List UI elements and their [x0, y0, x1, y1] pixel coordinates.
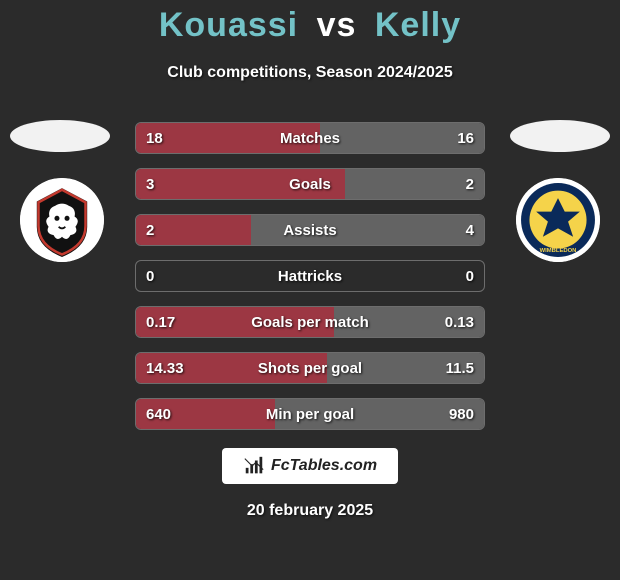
- stat-label: Shots per goal: [136, 353, 484, 383]
- title-vs: vs: [317, 6, 357, 44]
- stat-row: 00Hattricks: [135, 260, 485, 292]
- stat-row: 1816Matches: [135, 122, 485, 154]
- stat-label: Matches: [136, 123, 484, 153]
- shield-lion-icon: [20, 178, 104, 262]
- title-player2: Kelly: [375, 6, 461, 44]
- page-title: Kouassi vs Kelly: [0, 6, 620, 45]
- player2-club-logo: AFC WIMBLEDON: [516, 178, 600, 262]
- stats-rows: 1816Matches 32Goals 24Assists 00Hattricks 0.…: [135, 122, 485, 444]
- stat-row: 24Assists: [135, 214, 485, 246]
- svg-text:WIMBLEDON: WIMBLEDON: [540, 248, 577, 254]
- stat-row: 0.170.13Goals per match: [135, 306, 485, 338]
- stat-row: 640980Min per goal: [135, 398, 485, 430]
- date-text: 20 february 2025: [0, 502, 620, 520]
- stat-label: Goals per match: [136, 307, 484, 337]
- stat-label: Assists: [136, 215, 484, 245]
- svg-text:AFC: AFC: [551, 191, 565, 198]
- stat-label: Hattricks: [136, 261, 484, 291]
- player1-club-logo: [20, 178, 104, 262]
- player1-photo-placeholder: [10, 120, 110, 152]
- subtitle: Club competitions, Season 2024/2025: [0, 64, 620, 82]
- afc-wimbledon-icon: AFC WIMBLEDON: [516, 178, 600, 262]
- branding-text: FcTables.com: [271, 457, 377, 475]
- branding-badge: FcTables.com: [222, 448, 398, 484]
- title-player1: Kouassi: [159, 6, 298, 44]
- stat-row: 14.3311.5Shots per goal: [135, 352, 485, 384]
- bar-chart-icon: [243, 455, 265, 477]
- stat-row: 32Goals: [135, 168, 485, 200]
- player2-photo-placeholder: [510, 120, 610, 152]
- stat-label: Min per goal: [136, 399, 484, 429]
- stat-label: Goals: [136, 169, 484, 199]
